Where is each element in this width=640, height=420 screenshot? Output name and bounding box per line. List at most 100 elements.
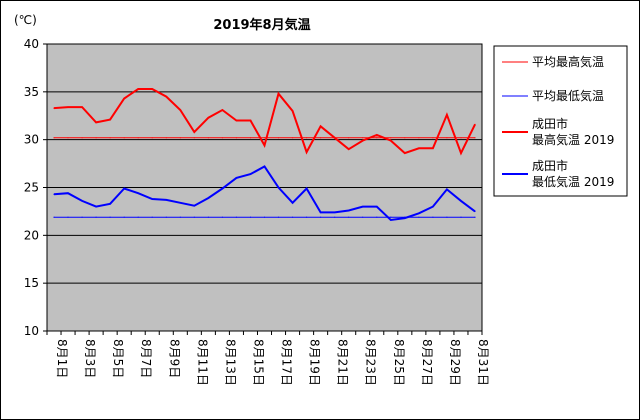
series-4-point-21 <box>334 211 336 213</box>
series-1-point-5 <box>109 137 111 139</box>
legend-label-3: 成田市最高気温 2019 <box>532 116 614 147</box>
series-1-point-28 <box>432 137 434 139</box>
series-1-point-29 <box>446 137 448 139</box>
series-1-point-11 <box>193 137 195 139</box>
series-3-point-30 <box>460 152 462 154</box>
series-1-point-7 <box>137 137 139 139</box>
series-4-point-9 <box>165 199 167 201</box>
series-1-point-6 <box>123 137 125 139</box>
series-4-point-3 <box>81 200 83 202</box>
x-tick-label-8: 8月15日 <box>251 339 265 386</box>
series-3-point-3 <box>81 106 83 108</box>
x-tick-label-7: 8月13日 <box>223 339 237 386</box>
x-tick-label-11: 8月21日 <box>336 339 350 386</box>
series-1-point-31 <box>474 137 476 139</box>
series-4-point-11 <box>193 205 195 207</box>
series-2-point-20 <box>320 216 322 218</box>
series-3-point-18 <box>292 110 294 112</box>
series-1-point-14 <box>235 137 237 139</box>
series-4-point-25 <box>390 219 392 221</box>
x-tick-label-14: 8月27日 <box>420 339 434 386</box>
series-2-point-6 <box>123 216 125 218</box>
series-3-point-27 <box>418 147 420 149</box>
series-4-point-19 <box>306 187 308 190</box>
series-3-point-24 <box>376 134 378 136</box>
x-tick-label-4: 8月7日 <box>139 339 153 378</box>
series-4-point-29 <box>446 188 448 190</box>
series-2-point-28 <box>432 216 434 218</box>
series-2-point-15 <box>249 216 252 218</box>
series-3-point-15 <box>249 119 252 122</box>
x-tick-label-2: 8月3日 <box>83 339 97 378</box>
series-3-point-20 <box>320 125 322 127</box>
series-2-point-19 <box>306 216 308 218</box>
y-tick-label-40: 40 <box>24 37 39 51</box>
series-3-point-25 <box>390 140 392 142</box>
x-tick-label-13: 8月25日 <box>392 339 406 386</box>
series-3-point-7 <box>137 88 139 90</box>
series-2-point-5 <box>109 216 111 218</box>
series-1-point-13 <box>221 137 223 139</box>
series-4-point-13 <box>221 187 223 190</box>
series-3-point-10 <box>179 109 181 111</box>
series-2-point-4 <box>95 216 97 218</box>
series-1-point-2 <box>67 137 69 139</box>
series-2-point-18 <box>292 216 294 218</box>
series-3-point-28 <box>432 147 434 149</box>
series-1-point-20 <box>320 137 322 139</box>
series-1-point-16 <box>263 137 266 139</box>
series-1-point-9 <box>165 137 167 139</box>
series-4-point-23 <box>362 206 364 208</box>
series-3-point-8 <box>151 88 153 90</box>
series-2-point-31 <box>474 216 476 218</box>
series-3-point-19 <box>306 151 308 153</box>
series-2-point-9 <box>165 216 167 218</box>
series-3-point-14 <box>235 119 237 122</box>
series-1-point-18 <box>292 137 294 139</box>
series-1-point-23 <box>362 137 364 139</box>
series-3-point-21 <box>334 137 336 139</box>
series-4-point-26 <box>404 217 406 219</box>
series-3-point-4 <box>95 121 97 123</box>
series-2-point-21 <box>334 216 336 218</box>
y-tick-label-30: 30 <box>24 133 39 147</box>
series-4-point-15 <box>249 173 252 175</box>
x-tick-label-3: 8月5日 <box>111 339 125 378</box>
series-4-point-27 <box>418 212 420 214</box>
series-3-point-11 <box>193 131 195 133</box>
series-2-point-11 <box>193 216 195 218</box>
series-2-point-29 <box>446 216 448 218</box>
x-tick-label-12: 8月23日 <box>364 339 378 386</box>
series-4-point-30 <box>460 200 462 202</box>
series-4-point-24 <box>376 206 378 208</box>
series-3-point-12 <box>207 117 209 119</box>
y-tick-label-20: 20 <box>24 228 39 242</box>
legend-box <box>493 45 628 197</box>
series-2-point-13 <box>221 216 223 218</box>
series-3-point-26 <box>404 152 406 154</box>
series-2-point-10 <box>179 216 181 218</box>
series-4-point-20 <box>320 211 322 213</box>
x-tick-label-1: 8月1日 <box>55 339 69 378</box>
series-3-point-16 <box>263 144 266 146</box>
y-axis-unit-label: (℃) <box>14 13 37 27</box>
series-2-point-1 <box>53 216 55 218</box>
series-3-point-13 <box>221 109 223 111</box>
legend-label-4: 成田市最低気温 2019 <box>532 158 614 189</box>
series-3-point-23 <box>362 140 364 142</box>
plot-area: 10 15 20 25 30 35 40 8月1日 8月3日 8月5日 8月7日 8月9日 8月11日 8… <box>24 37 490 386</box>
series-1-point-26 <box>404 137 406 139</box>
series-2-point-7 <box>137 216 139 218</box>
x-tick-label-9: 8月17日 <box>280 339 294 386</box>
series-3-point-22 <box>348 148 350 150</box>
series-1-point-27 <box>418 137 420 139</box>
series-2-point-30 <box>460 216 462 218</box>
x-tick-label-15: 8月29日 <box>448 339 462 386</box>
x-tick-label-10: 8月19日 <box>308 339 322 386</box>
series-4-point-18 <box>292 202 294 204</box>
series-4-point-1 <box>53 193 55 195</box>
series-4-point-17 <box>277 186 280 189</box>
series-3-point-29 <box>446 114 448 116</box>
series-1-point-1 <box>53 137 55 139</box>
